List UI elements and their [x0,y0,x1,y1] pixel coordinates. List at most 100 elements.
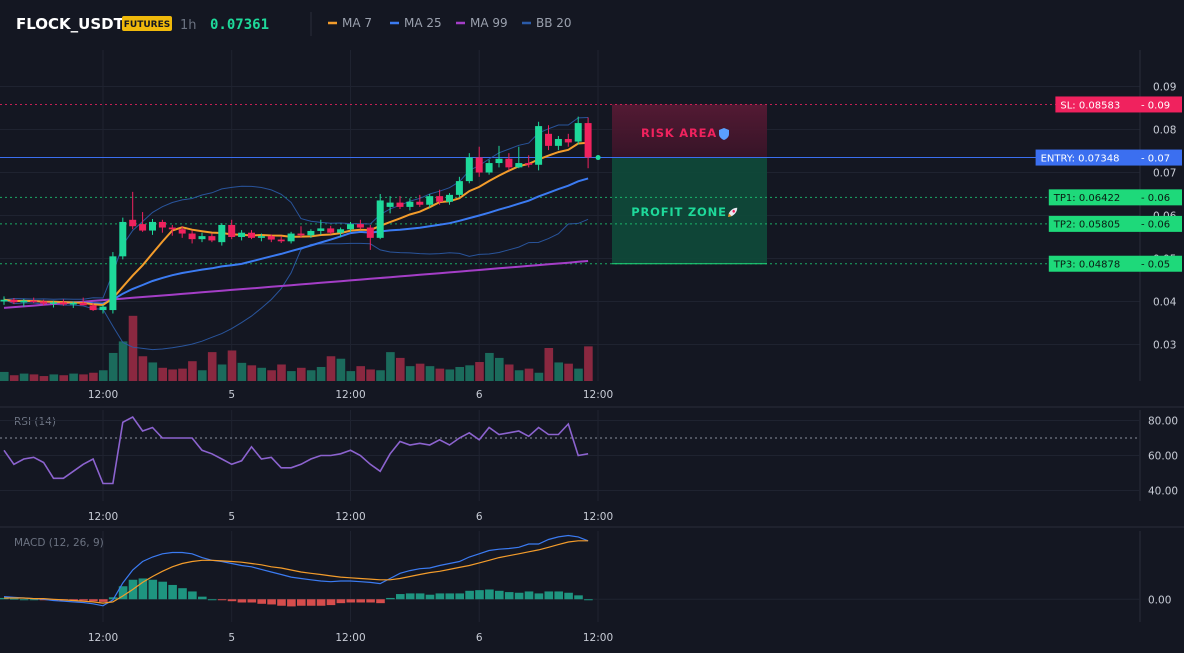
bb-upper-line [3,117,589,301]
tp1-tag-bg [1048,189,1182,206]
macd-histogram-bar [297,599,306,606]
candle [307,229,315,238]
candle [347,221,354,232]
candles[interactable] [0,116,601,314]
candle-body [198,236,206,240]
candle [188,230,196,244]
candle [554,135,562,151]
candle [198,232,206,243]
profit-zone-box [612,157,767,264]
time-axes[interactable]: 12:00 5 12:00 6 12:00 12:00 5 12:00 6 12:00 12:00 5… [88,389,613,644]
candle [20,298,28,307]
candle-body [188,233,196,240]
candle [485,159,493,175]
volume-bar [485,352,494,381]
candle [416,194,424,207]
candle-body [455,181,463,195]
candle [406,198,414,211]
macd-histogram-bar [306,599,316,606]
time-tick-label: 12:00 [583,511,613,523]
macd-histogram-bar [287,599,296,607]
candle [79,297,87,306]
time-tick-label: 12:00 [583,389,613,401]
macd-histogram-bar [89,599,98,602]
macd-histogram-bar [405,593,415,600]
volume-bar [445,369,455,381]
volume-bar [247,365,257,381]
volume-bar [574,368,583,381]
volume-bar [9,375,19,381]
candle-body [228,224,236,237]
candle [129,191,137,230]
macd-histogram-bar [396,594,405,600]
candle [50,300,57,308]
candle-body [356,224,364,228]
volume-bars [0,315,593,381]
time-tick-label: 12:00 [583,632,613,644]
candle-body [0,299,8,302]
candle [277,236,285,244]
candle-body [40,301,48,304]
candle-body [89,305,97,311]
candle [139,212,147,232]
candle-body [10,299,18,303]
macd-histogram-bar [316,599,326,606]
candle-body [515,163,523,168]
volume-bar [207,352,217,381]
candle [545,125,552,151]
rocket-icon-window [732,209,736,213]
candle [505,153,513,171]
candle [455,176,463,198]
candle [564,133,572,147]
candle-body [485,163,493,173]
macd-histogram-bar [445,593,455,600]
time-tick-label: 12:00 [335,389,365,401]
candle [317,219,325,235]
candle-body [158,221,166,228]
rsi-pane[interactable]: RSI (14) 80.00 60.00 40.00 [0,416,1178,498]
macd-histogram-bar [346,599,356,603]
candle-body [69,302,77,305]
candle-body [545,133,552,146]
macd-histogram-bar [554,591,563,600]
rsi-tick-label: 60.00 [1148,451,1178,463]
rocket-icon [728,207,738,217]
volume-bar [89,372,98,381]
futures-badge: FUTURES [124,20,170,30]
candle-body [79,302,87,306]
volume-bar [99,370,108,381]
tp1-tag-label: TP1: 0.06422 [1053,193,1120,204]
volume-bar [138,356,148,381]
volume-bar [316,366,326,381]
candle [99,304,107,314]
volume-bar [257,367,266,381]
macd-line [3,534,589,607]
volume-bar [425,366,435,381]
volume-bar [366,369,375,381]
macd-histogram-bar [425,594,435,600]
macd-histogram-bar [207,599,217,601]
interval-label[interactable]: 1h [180,18,197,33]
candle [376,194,384,240]
legend-label-1: MA 25 [404,16,442,30]
macd-pane[interactable]: MACD (12, 26, 9) 0.00 [0,534,1171,607]
volume-bar [188,361,197,381]
candle [426,194,434,208]
volume-bar [346,371,356,381]
volume-bar [158,367,167,381]
legend-label-3: BB 20 [536,16,572,30]
volume-bar [39,376,49,381]
futures-badge-bg [122,16,172,31]
tp3-tag-tick: - 0.05 [1141,260,1170,271]
candle-body [337,229,345,233]
macd-histogram-bar [99,599,108,602]
volume-bar [267,370,276,381]
candle-body [50,302,57,304]
volume-bar [178,368,187,381]
entry-tag-label: ENTRY: 0.07348 [1041,153,1120,164]
time-tick-label: 6 [476,389,483,401]
macd-histogram-bar [19,599,29,601]
candle-body [525,163,533,165]
